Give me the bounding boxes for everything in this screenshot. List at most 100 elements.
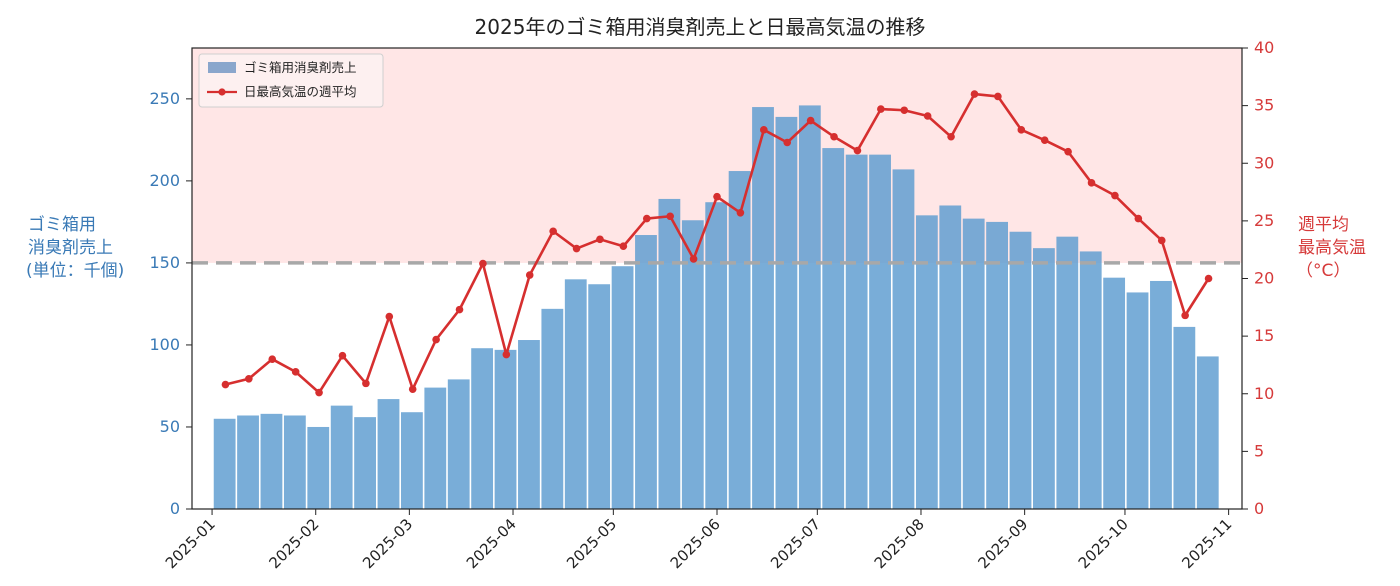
bar: [728, 171, 751, 510]
temperature-point: [1040, 136, 1049, 144]
bar: [658, 198, 681, 509]
bar: [1126, 292, 1149, 509]
y-left-tick-label: 100: [149, 335, 180, 354]
bar: [1103, 277, 1126, 509]
bar: [822, 148, 845, 509]
x-tick-label: 2025-07: [767, 515, 824, 572]
bar: [845, 154, 868, 509]
temperature-point: [245, 374, 253, 383]
temperature-point: [1111, 191, 1119, 200]
bar: [354, 417, 376, 509]
bar: [705, 202, 728, 509]
temperature-point: [1017, 126, 1026, 134]
y-left-tick-label: 250: [149, 89, 180, 108]
legend-line-marker: [218, 88, 226, 96]
temperature-point: [408, 385, 417, 393]
temperature-point: [549, 227, 557, 236]
temperature-point: [900, 106, 909, 115]
y-left-label-line-2: 消臭剤売上: [28, 238, 113, 258]
bar: [1196, 356, 1219, 509]
bar: [401, 412, 423, 509]
bar: [1150, 280, 1172, 509]
temperature-point: [572, 244, 581, 253]
y-axis-left: 0 50 100 150 200 250: [149, 89, 192, 518]
bar: [681, 220, 704, 509]
temperature-point: [455, 305, 464, 314]
y-axis-right: 0 5 10 15 20 25 30 35 40: [1242, 38, 1274, 518]
legend-label-temperature: 日最高気温の週平均: [244, 84, 357, 99]
temperature-point: [338, 351, 347, 360]
bar: [447, 379, 470, 509]
x-tick-label: 2025-02: [265, 515, 322, 572]
temperature-point: [1134, 214, 1143, 223]
y-right-label-line-3: （°C）: [1296, 261, 1350, 281]
line-series: [221, 90, 1213, 397]
temperature-point: [1087, 179, 1096, 187]
y-left-tick-label: 150: [149, 253, 180, 272]
y-axis-left-label: ゴミ箱用 消臭剤売上 (単位：千個): [26, 214, 124, 281]
x-tick-label: 2025-03: [359, 515, 416, 572]
temperature-point: [479, 259, 487, 268]
bar: [377, 399, 400, 509]
y-left-label-line-3: (単位：千個): [26, 261, 124, 281]
bar: [541, 308, 564, 509]
bar: [775, 116, 798, 510]
bar: [237, 415, 259, 509]
temperature-point: [268, 355, 277, 363]
y-right-tick-label: 35: [1254, 96, 1274, 115]
temperature-point: [783, 138, 792, 147]
x-tick-label: 2025-08: [871, 515, 928, 572]
y-left-tick-label: 200: [149, 171, 180, 190]
bar: [494, 349, 517, 509]
legend: ゴミ箱用消臭剤売上 日最高気温の週平均: [198, 53, 384, 108]
y-right-tick-label: 5: [1254, 441, 1264, 460]
bar: [1056, 236, 1079, 510]
bar: [869, 154, 891, 509]
bar: [307, 426, 330, 509]
temperature-point: [1181, 311, 1189, 320]
chart-title: 2025年のゴミ箱用消臭剤売上と日最高気温の推移: [475, 15, 926, 39]
y-right-label-line-1: 週平均: [1298, 215, 1349, 235]
temperature-point: [642, 214, 651, 223]
bar: [752, 107, 774, 509]
bar: [471, 348, 494, 509]
y-right-tick-label: 15: [1254, 326, 1274, 345]
bar: [635, 235, 657, 509]
temperature-point: [689, 255, 698, 263]
plot-area: [191, 47, 1243, 510]
bar: [518, 340, 540, 509]
x-tick-label: 2025-11: [1178, 515, 1235, 572]
bar: [939, 205, 962, 510]
temperature-point: [525, 271, 534, 279]
x-tick-label: 2025-10: [1075, 515, 1132, 572]
temperature-point: [853, 146, 862, 155]
y-left-tick-label: 50: [160, 417, 180, 436]
y-right-label-line-2: 最高気温: [1298, 238, 1366, 258]
legend-bar-swatch: [208, 62, 236, 73]
bar: [260, 413, 283, 509]
temperature-point: [806, 116, 815, 125]
temperature-point: [315, 388, 323, 397]
temperature-point: [502, 350, 511, 359]
bar: [986, 221, 1008, 509]
temperature-point: [994, 92, 1002, 101]
temperature-point: [970, 90, 979, 98]
legend-box: [198, 53, 384, 108]
bar: [611, 266, 634, 509]
y-right-tick-label: 30: [1254, 153, 1274, 172]
temperature-point: [362, 379, 370, 388]
temperature-point: [221, 380, 230, 389]
temperature-point: [1064, 147, 1072, 156]
y-left-tick-label: 0: [170, 499, 180, 518]
y-right-tick-label: 20: [1254, 269, 1274, 288]
bar: [213, 418, 236, 509]
bar: [588, 284, 611, 509]
bar: [892, 169, 915, 509]
temperature-point: [1204, 274, 1213, 283]
bar: [798, 105, 821, 510]
bar: [424, 387, 447, 509]
temperature-point: [619, 242, 628, 251]
y-right-tick-label: 40: [1254, 38, 1274, 57]
temperature-point: [291, 368, 300, 376]
temperature-point: [385, 312, 394, 321]
